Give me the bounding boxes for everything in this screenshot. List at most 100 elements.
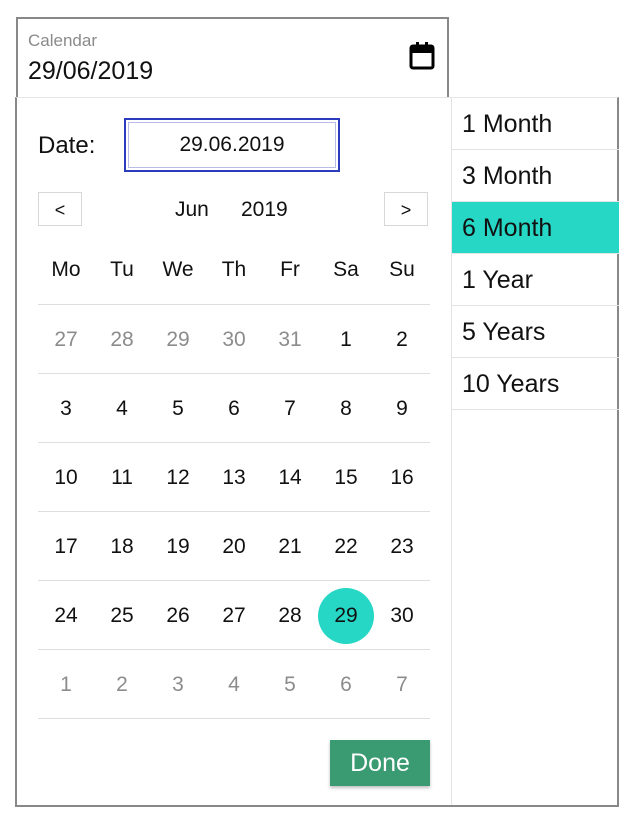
- day-cell[interactable]: 21: [262, 522, 318, 572]
- day-cell[interactable]: 1: [38, 660, 94, 710]
- panel-divider: [451, 98, 452, 805]
- prev-month-button[interactable]: <: [38, 192, 82, 226]
- day-number: 7: [284, 397, 296, 420]
- day-number: 31: [278, 328, 302, 351]
- day-cell[interactable]: 24: [38, 591, 94, 641]
- day-cell[interactable]: 3: [38, 384, 94, 434]
- day-cell[interactable]: 5: [262, 660, 318, 710]
- weekday-label: Mo: [51, 258, 81, 281]
- day-cell-selected[interactable]: 29: [318, 588, 374, 644]
- week-row: 3 4 5 6 7 8 9: [38, 373, 430, 442]
- day-number: 20: [222, 535, 246, 558]
- period-option[interactable]: 10 Years: [452, 358, 619, 410]
- grid-bottom-rule: [38, 718, 430, 719]
- day-cell[interactable]: 20: [206, 522, 262, 572]
- period-option[interactable]: 1 Year: [452, 254, 619, 306]
- day-number: 17: [54, 535, 78, 558]
- day-number: 25: [110, 604, 134, 627]
- day-cell[interactable]: 28: [262, 591, 318, 641]
- day-cell[interactable]: 1: [318, 315, 374, 365]
- day-number: 29: [166, 328, 190, 351]
- day-cell[interactable]: 30: [374, 591, 430, 641]
- day-cell[interactable]: 10: [38, 453, 94, 503]
- week-row: 27 28 29 30 31 1 2: [38, 304, 430, 373]
- done-button[interactable]: Done: [330, 740, 430, 786]
- day-cell[interactable]: 6: [206, 384, 262, 434]
- period-option[interactable]: 5 Years: [452, 306, 619, 358]
- day-cell[interactable]: 28: [94, 315, 150, 365]
- day-number: 18: [110, 535, 134, 558]
- day-cell[interactable]: 4: [206, 660, 262, 710]
- day-cell[interactable]: 8: [318, 384, 374, 434]
- calendar-icon[interactable]: [408, 41, 436, 71]
- date-label: Date:: [38, 132, 96, 159]
- day-number: 7: [396, 673, 408, 696]
- day-cell[interactable]: 22: [318, 522, 374, 572]
- day-number: 16: [390, 466, 414, 489]
- day-number: 13: [222, 466, 246, 489]
- day-cell[interactable]: 30: [206, 315, 262, 365]
- month-label[interactable]: Jun: [175, 198, 209, 221]
- day-number: 2: [116, 673, 128, 696]
- day-cell[interactable]: 11: [94, 453, 150, 503]
- calendar-field-value[interactable]: 29/06/2019: [28, 57, 154, 85]
- day-number: 19: [166, 535, 190, 558]
- day-cell[interactable]: 12: [150, 453, 206, 503]
- day-number: 1: [60, 673, 72, 696]
- period-list: 1 Month 3 Month 6 Month 1 Year 5 Years 10 Yea…: [452, 98, 619, 410]
- day-cell[interactable]: 31: [262, 315, 318, 365]
- day-number: 15: [334, 466, 358, 489]
- day-number: 5: [284, 673, 296, 696]
- calendar-field-label: Calendar: [28, 31, 97, 50]
- day-cell[interactable]: 15: [318, 453, 374, 503]
- day-number: 27: [54, 328, 78, 351]
- day-number: 12: [166, 466, 190, 489]
- day-cell[interactable]: 23: [374, 522, 430, 572]
- day-number: 27: [222, 604, 246, 627]
- next-month-button[interactable]: >: [384, 192, 428, 226]
- day-cell[interactable]: 14: [262, 453, 318, 503]
- day-number: 4: [228, 673, 240, 696]
- day-cell[interactable]: 18: [94, 522, 150, 572]
- day-number: 23: [390, 535, 414, 558]
- day-cell[interactable]: 7: [262, 384, 318, 434]
- period-option[interactable]: 1 Month: [452, 98, 619, 150]
- date-input[interactable]: [124, 118, 340, 172]
- day-number: 30: [222, 328, 246, 351]
- day-cell[interactable]: 16: [374, 453, 430, 503]
- day-number: 28: [110, 328, 134, 351]
- day-cell[interactable]: 9: [374, 384, 430, 434]
- week-row: 10 11 12 13 14 15 16: [38, 442, 430, 511]
- year-label[interactable]: 2019: [241, 198, 288, 221]
- day-cell[interactable]: 17: [38, 522, 94, 572]
- day-number: 30: [390, 604, 414, 627]
- day-cell[interactable]: 27: [206, 591, 262, 641]
- calendar-field[interactable]: Calendar 29/06/2019: [16, 17, 449, 97]
- day-number: 3: [172, 673, 184, 696]
- day-cell[interactable]: 7: [374, 660, 430, 710]
- day-cell[interactable]: 25: [94, 591, 150, 641]
- day-cell[interactable]: 26: [150, 591, 206, 641]
- day-number: 26: [166, 604, 190, 627]
- day-number: 4: [116, 397, 128, 420]
- day-cell[interactable]: 3: [150, 660, 206, 710]
- day-number: 9: [396, 397, 408, 420]
- week-row: 1 2 3 4 5 6 7: [38, 649, 430, 718]
- day-cell[interactable]: 2: [374, 315, 430, 365]
- period-option[interactable]: 6 Month: [452, 202, 619, 254]
- day-number: 24: [54, 604, 78, 627]
- day-cell[interactable]: 4: [94, 384, 150, 434]
- week-row: 17 18 19 20 21 22 23: [38, 511, 430, 580]
- day-cell[interactable]: 29: [150, 315, 206, 365]
- day-cell[interactable]: 2: [94, 660, 150, 710]
- day-cell[interactable]: 27: [38, 315, 94, 365]
- period-option[interactable]: 3 Month: [452, 150, 619, 202]
- day-cell[interactable]: 19: [150, 522, 206, 572]
- day-cell[interactable]: 5: [150, 384, 206, 434]
- day-number: 29: [334, 604, 358, 627]
- day-cell[interactable]: 13: [206, 453, 262, 503]
- day-number: 2: [396, 328, 408, 351]
- day-cell[interactable]: 6: [318, 660, 374, 710]
- weekday-header: Mo Tu We Th Fr Sa Su: [38, 258, 430, 288]
